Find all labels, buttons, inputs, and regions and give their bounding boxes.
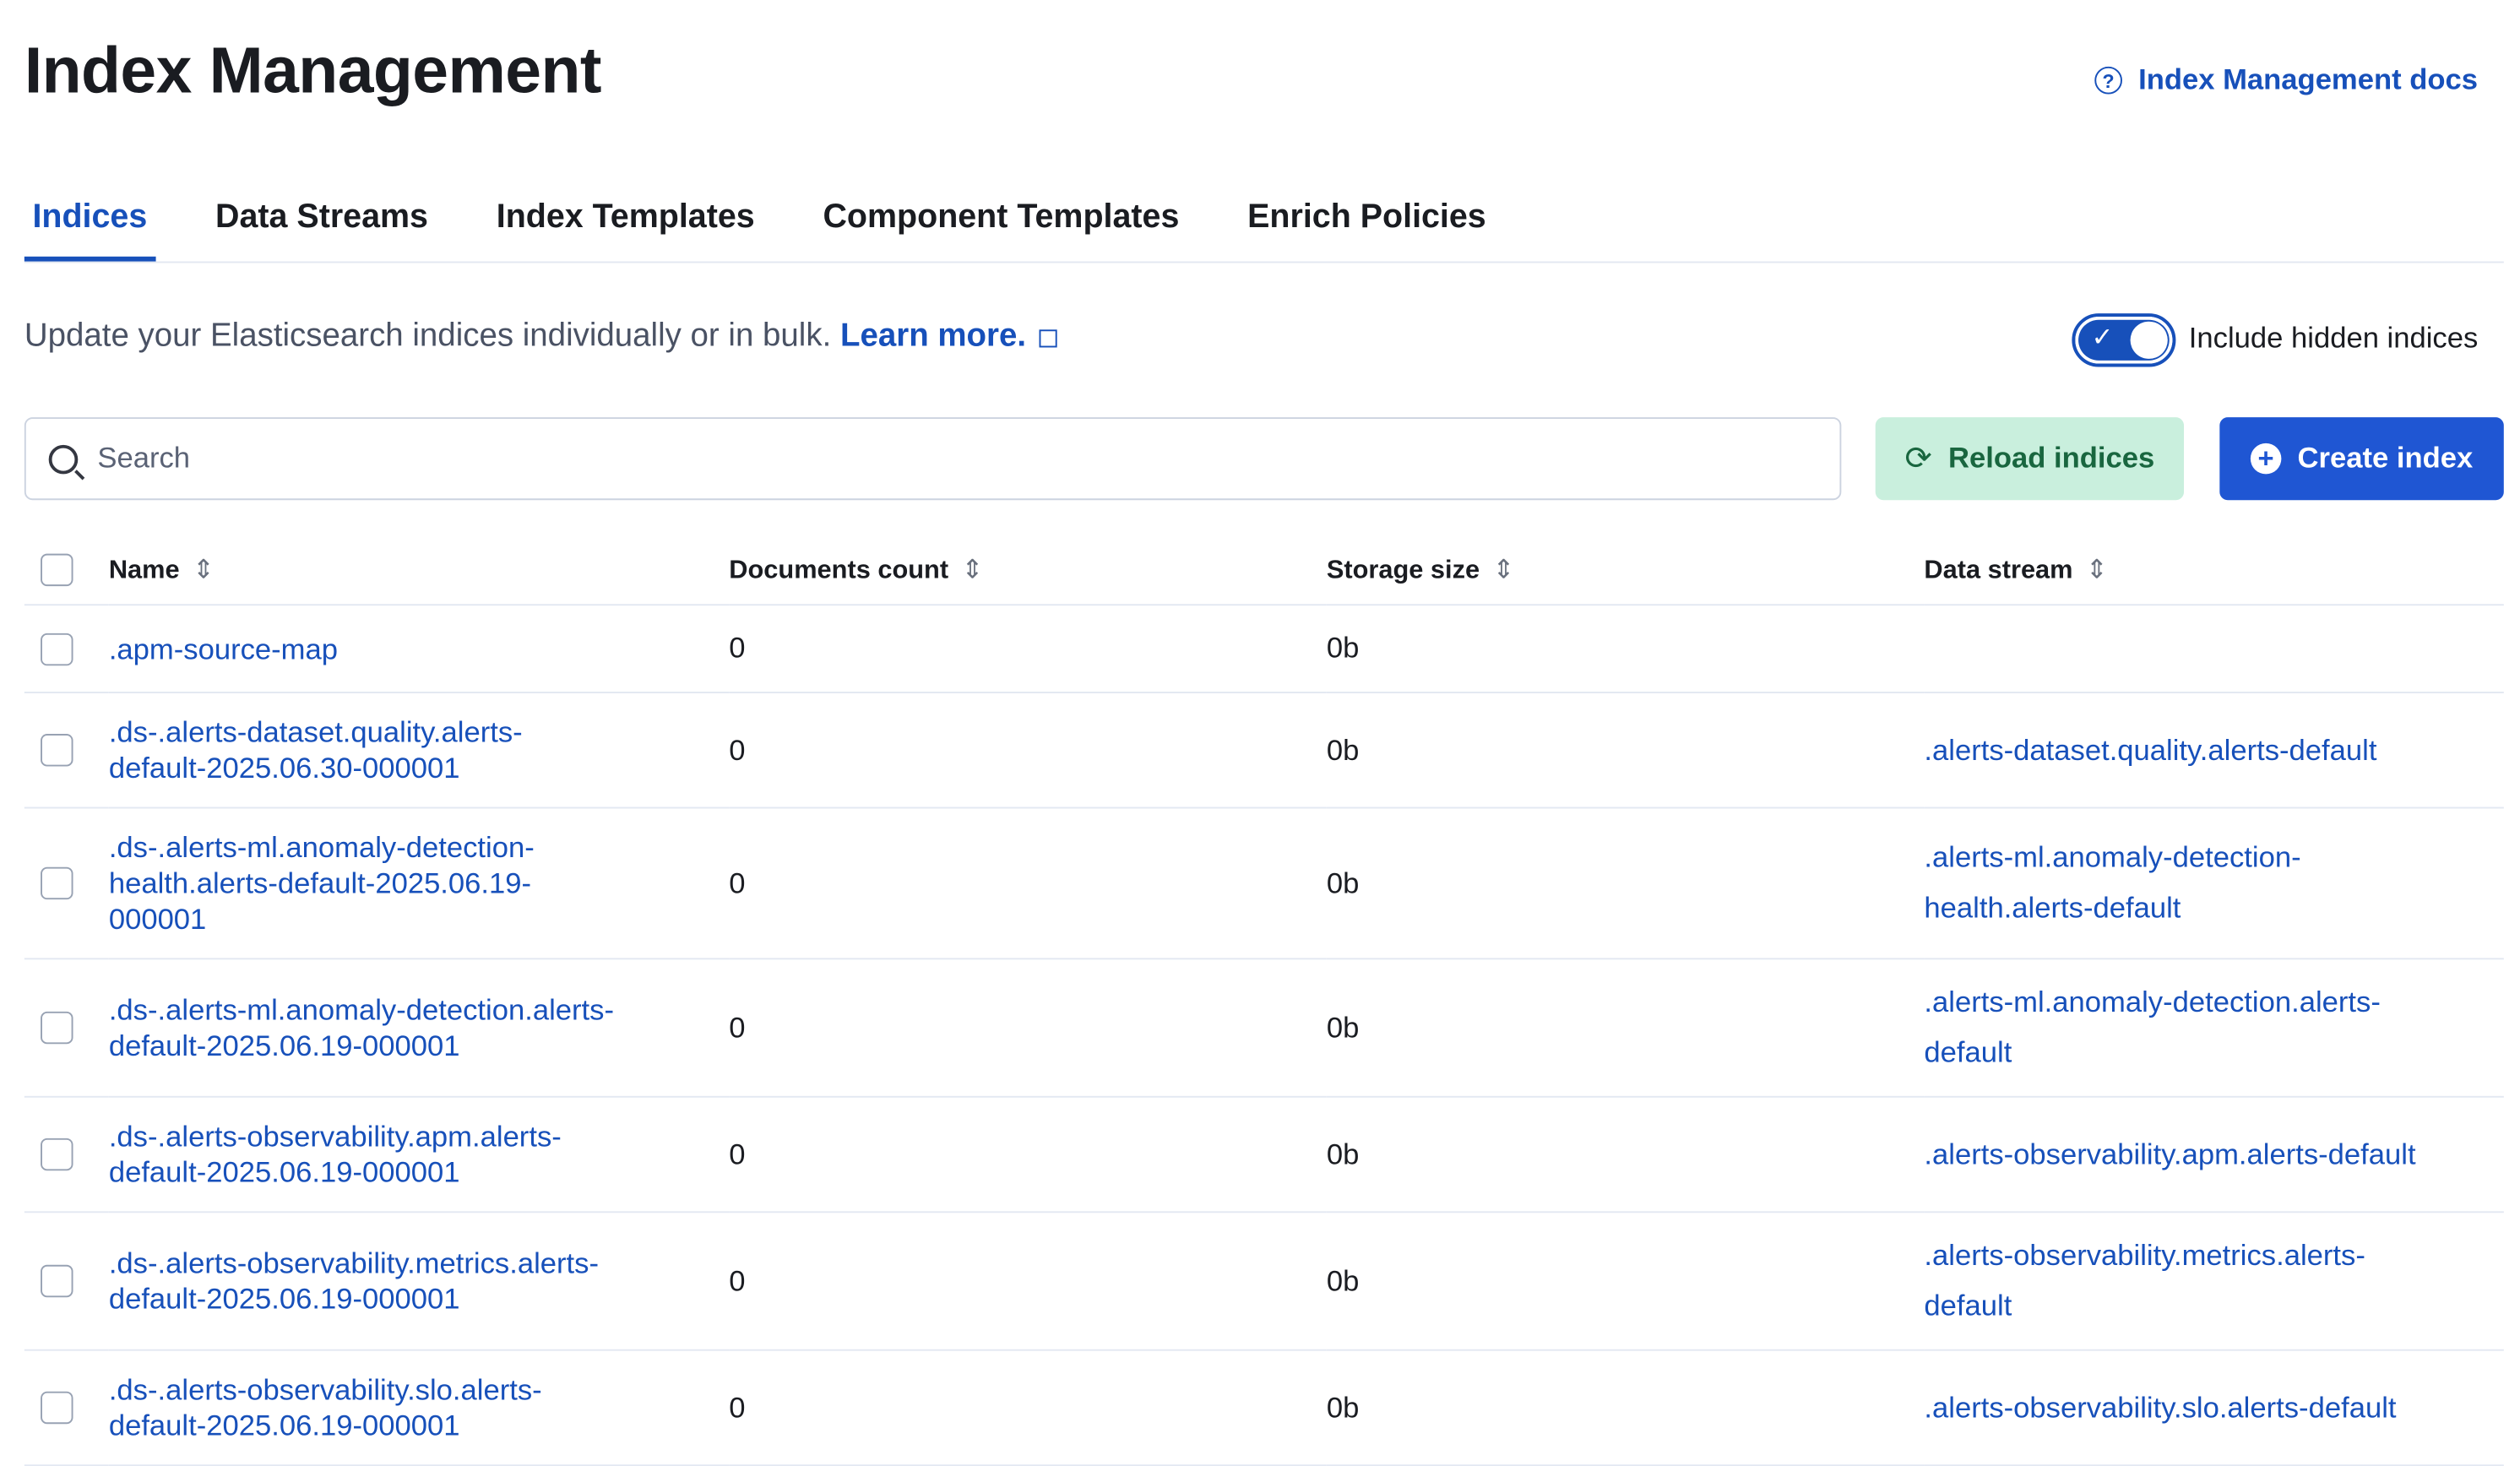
table-row: .ds-.alerts-observability.metrics.alerts…: [24, 1212, 2504, 1351]
column-label: Data stream: [1924, 557, 2073, 585]
row-checkbox[interactable]: [41, 1138, 73, 1171]
include-hidden-label: Include hidden indices: [2188, 321, 2479, 355]
tab-component-templates[interactable]: Component Templates: [823, 198, 1180, 236]
reload-indices-button[interactable]: ⟳ Reload indices: [1875, 417, 2185, 501]
table-header-row: Name ⇕ Documents count ⇕ Storage size ⇕ Dat…: [24, 535, 2504, 606]
row-checkbox[interactable]: [41, 866, 73, 900]
learn-more-link[interactable]: Learn more.: [839, 318, 1027, 355]
column-documents-count[interactable]: Documents count ⇕: [729, 535, 1327, 606]
storage-size: 0b: [1326, 605, 1925, 693]
tab-enrich-policies[interactable]: Enrich Policies: [1247, 198, 1486, 236]
include-hidden-toggle[interactable]: ✓: [2072, 313, 2176, 367]
storage-size: 0b: [1326, 692, 1925, 809]
data-stream-link[interactable]: .alerts-observability.apm.alerts-default: [1924, 1137, 2416, 1170]
data-stream-link[interactable]: .alerts-observability.metrics.alerts-def…: [1924, 1239, 2365, 1322]
column-storage-size[interactable]: Storage size ⇕: [1326, 535, 1925, 606]
tab-data-streams[interactable]: Data Streams: [215, 198, 428, 236]
index-name-link[interactable]: .ds-.alerts-ml.anomaly-detection-health.…: [108, 831, 535, 936]
index-name-link[interactable]: .ds-.alerts-observability.metrics.alerts…: [108, 1246, 599, 1316]
table-row: .ds-.alerts-observability.apm.alerts-def…: [24, 1096, 2504, 1214]
description-text: Update your Elasticsearch indices indivi…: [24, 318, 840, 355]
search-box: [24, 417, 1842, 501]
documents-count: 0: [729, 1349, 1327, 1466]
select-all-checkbox[interactable]: [41, 553, 73, 587]
data-stream-link[interactable]: .alerts-dataset.quality.alerts-default: [1924, 733, 2377, 766]
column-label: Storage size: [1326, 557, 1480, 585]
refresh-icon: ⟳: [1904, 441, 1932, 478]
table-row: .ds-.alerts-dataset.quality.alerts-defau…: [24, 692, 2504, 809]
docs-link[interactable]: ? Index Management docs: [2094, 63, 2478, 97]
external-link-icon: [1039, 329, 1057, 348]
table-row: .apm-source-map 0 0b: [24, 605, 2504, 693]
documents-count: 0: [729, 958, 1327, 1098]
sort-icon: ⇕: [192, 557, 215, 585]
table-row: .ds-.alerts-observability.slo.alerts-def…: [24, 1349, 2504, 1466]
description: Update your Elasticsearch indices indivi…: [24, 318, 1057, 356]
docs-link-label: Index Management docs: [2138, 62, 2479, 96]
index-name-link[interactable]: .ds-.alerts-observability.apm.alerts-def…: [108, 1120, 562, 1189]
plus-circle-icon: +: [2250, 443, 2282, 475]
toggle-knob: [2130, 321, 2168, 359]
documents-count: 0: [729, 605, 1327, 693]
page-title: Index Management: [24, 35, 602, 107]
row-checkbox[interactable]: [41, 632, 73, 665]
tab-indices[interactable]: Indices: [24, 192, 155, 262]
documents-count: 0: [729, 1212, 1327, 1351]
storage-size: 0b: [1326, 807, 1925, 960]
data-stream-link[interactable]: .alerts-ml.anomaly-detection.alerts-defa…: [1924, 985, 2381, 1069]
index-name-link[interactable]: .apm-source-map: [108, 632, 339, 665]
create-index-button[interactable]: + Create index: [2219, 417, 2504, 501]
row-checkbox[interactable]: [41, 734, 73, 767]
index-name-link[interactable]: .ds-.alerts-observability.slo.alerts-def…: [108, 1373, 542, 1442]
indices-table: Name ⇕ Documents count ⇕ Storage size ⇕ Dat…: [24, 535, 2504, 1466]
question-circle-icon: ?: [2094, 66, 2122, 95]
data-stream-link[interactable]: .alerts-ml.anomaly-detection-health.aler…: [1924, 840, 2301, 925]
column-label: Name: [108, 557, 180, 585]
column-data-stream[interactable]: Data stream ⇕: [1924, 535, 2504, 606]
sort-icon: ⇕: [1492, 557, 1515, 585]
documents-count: 0: [729, 1096, 1327, 1214]
sort-icon: ⇕: [2085, 557, 2108, 585]
tab-bar: Indices Data Streams Index Templates Com…: [24, 192, 2504, 263]
documents-count: 0: [729, 807, 1327, 960]
reload-label: Reload indices: [1947, 441, 2155, 475]
search-icon: [48, 443, 79, 474]
row-checkbox[interactable]: [41, 1391, 73, 1425]
tab-index-templates[interactable]: Index Templates: [496, 198, 755, 236]
table-row: .ds-.alerts-ml.anomaly-detection-health.…: [24, 807, 2504, 960]
create-label: Create index: [2297, 441, 2474, 475]
row-checkbox[interactable]: [41, 1264, 73, 1298]
storage-size: 0b: [1326, 958, 1925, 1098]
index-name-link[interactable]: .ds-.alerts-dataset.quality.alerts-defau…: [108, 715, 523, 785]
storage-size: 0b: [1326, 1349, 1925, 1466]
data-stream-link[interactable]: .alerts-observability.slo.alerts-default: [1924, 1390, 2397, 1424]
storage-size: 0b: [1326, 1212, 1925, 1351]
documents-count: 0: [729, 692, 1327, 809]
index-name-link[interactable]: .ds-.alerts-ml.anomaly-detection.alerts-…: [108, 993, 614, 1062]
column-name[interactable]: Name ⇕: [108, 535, 730, 606]
table-row: .ds-.alerts-ml.anomaly-detection.alerts-…: [24, 958, 2504, 1098]
check-icon: ✓: [2091, 324, 2114, 353]
row-checkbox[interactable]: [41, 1011, 73, 1045]
column-label: Documents count: [729, 557, 949, 585]
search-input[interactable]: [94, 440, 1840, 478]
storage-size: 0b: [1326, 1096, 1925, 1214]
sort-icon: ⇕: [961, 557, 984, 585]
